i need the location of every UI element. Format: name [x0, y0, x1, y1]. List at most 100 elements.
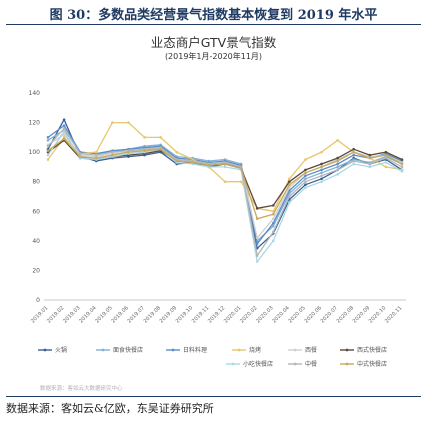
data-point	[111, 150, 114, 154]
data-point	[191, 161, 195, 164]
data-point	[46, 136, 50, 139]
data-point	[271, 221, 275, 225]
chart-series	[46, 118, 404, 263]
y-tick-label: 0	[36, 297, 40, 304]
legend-label: 中餐	[305, 360, 317, 368]
series-line-7	[47, 130, 403, 263]
data-point	[62, 133, 66, 136]
series-line-8	[47, 127, 403, 257]
data-point	[352, 162, 356, 166]
data-point	[46, 158, 50, 161]
legend-marker	[293, 362, 297, 366]
data-point	[94, 153, 98, 157]
y-tick-label: 140	[29, 90, 41, 97]
data-point	[143, 136, 146, 139]
legend-marker	[345, 362, 349, 366]
data-point	[368, 156, 372, 160]
legend-label: 火锅	[55, 346, 67, 354]
legend-marker	[43, 348, 47, 352]
data-point	[111, 153, 114, 157]
legend-label: 日料料理	[183, 346, 207, 354]
data-point	[352, 153, 356, 157]
x-tick-label: 2020.11	[384, 305, 403, 324]
y-tick-label: 20	[32, 267, 40, 274]
data-point	[223, 180, 227, 184]
data-point	[62, 137, 66, 141]
chart-source-note: 数据来源：客如云大数据研究中心	[40, 386, 123, 392]
data-point	[159, 147, 162, 151]
data-point	[336, 165, 339, 169]
data-point	[94, 156, 98, 160]
data-point	[175, 150, 179, 154]
data-point	[78, 155, 82, 158]
data-point	[384, 165, 388, 169]
data-point	[304, 177, 307, 181]
data-point	[223, 165, 227, 169]
data-point	[127, 121, 130, 124]
chart-title: 业态商户GTV景气指数	[150, 35, 277, 50]
data-point	[271, 204, 275, 207]
chart-axes: 0 20 40 60 80 100 120 140	[29, 90, 406, 304]
data-point	[288, 177, 291, 181]
y-tick-label: 60	[32, 208, 40, 215]
y-tick-label: 80	[32, 179, 40, 186]
data-point	[255, 217, 259, 220]
data-point	[384, 153, 388, 157]
legend-marker	[231, 362, 235, 366]
legend-label: 烧烤	[249, 346, 261, 354]
series-line-6	[47, 139, 403, 209]
data-point	[304, 158, 307, 161]
data-point	[304, 183, 307, 186]
legend-label: 西式快餐店	[357, 346, 387, 354]
data-point	[255, 207, 259, 210]
data-point	[271, 212, 275, 216]
x-tick-labels: 2019.012019.022019.032019.042019.052019.…	[30, 305, 403, 325]
data-point	[304, 186, 307, 189]
data-point	[352, 147, 356, 151]
data-point	[175, 159, 179, 163]
data-point	[78, 152, 82, 155]
legend-label: 面食快餐店	[113, 346, 143, 354]
data-point	[46, 144, 50, 148]
data-point	[368, 162, 372, 166]
data-point	[94, 150, 98, 154]
legend-marker	[345, 348, 349, 352]
data-point	[255, 254, 259, 257]
data-point	[400, 165, 404, 169]
chart-subtitle: (2019年1月-2020年11月)	[164, 52, 263, 61]
data-point	[368, 165, 372, 169]
data-point	[384, 161, 388, 164]
data-point	[255, 242, 259, 246]
data-point	[352, 159, 356, 163]
data-point	[336, 168, 339, 172]
data-point	[46, 153, 50, 157]
legend-marker	[171, 348, 175, 352]
data-point	[127, 150, 130, 154]
legend-label: 中式快餐店	[357, 360, 387, 368]
data-point	[400, 170, 404, 173]
data-point	[46, 139, 50, 142]
legend-label: 西餐	[305, 346, 317, 354]
data-point	[320, 168, 323, 172]
series-line-5	[47, 133, 403, 239]
data-point	[288, 183, 291, 186]
data-point	[288, 201, 291, 204]
data-point	[320, 171, 323, 175]
data-point	[384, 150, 388, 154]
title-rule	[6, 24, 421, 25]
data-point	[159, 136, 162, 139]
data-point	[62, 118, 66, 121]
data-point	[62, 127, 66, 130]
data-point	[368, 153, 372, 157]
series-line-9	[47, 138, 403, 220]
data-point	[255, 260, 259, 263]
data-point	[288, 180, 291, 184]
data-point	[336, 162, 339, 166]
data-point	[223, 162, 227, 166]
legend-label: 小吃快餐店	[243, 360, 273, 368]
data-point	[336, 173, 339, 176]
data-point	[320, 165, 323, 169]
data-point	[62, 130, 66, 133]
source-rule	[6, 396, 421, 397]
data-point	[288, 195, 291, 198]
